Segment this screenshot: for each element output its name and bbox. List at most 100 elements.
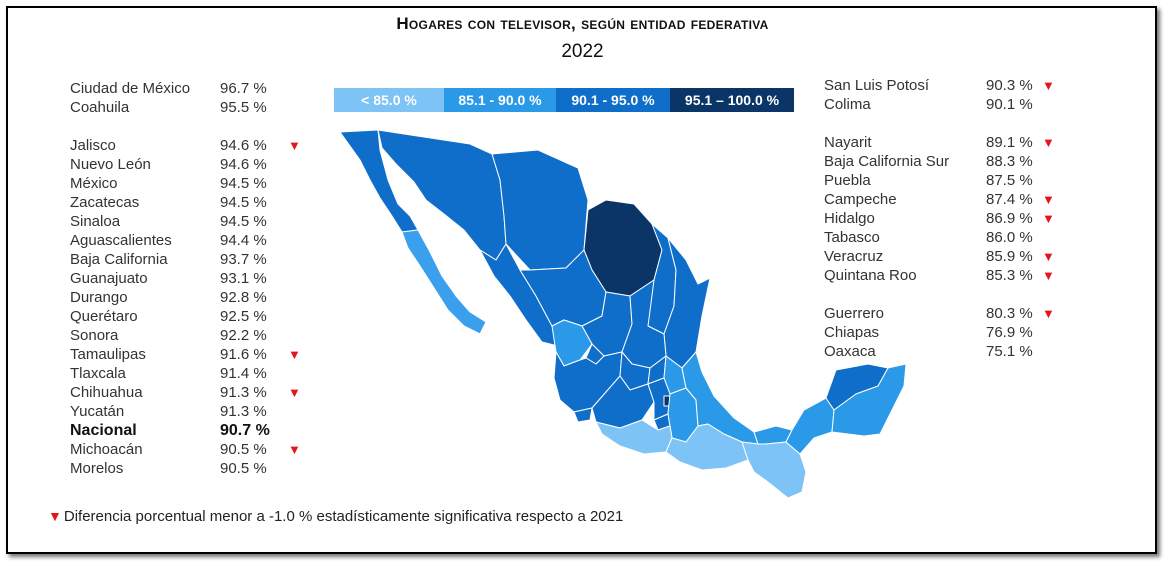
legend-item-85-90: 85.1 - 90.0 % bbox=[444, 88, 556, 112]
state-name: Nacional bbox=[70, 422, 137, 439]
state-name: Durango bbox=[70, 289, 128, 306]
state-row: Yucatán 91.3 % bbox=[70, 402, 310, 421]
group-spacer bbox=[70, 117, 310, 136]
state-value: 89.1 % bbox=[986, 134, 1033, 151]
state-name: Baja California Sur bbox=[824, 153, 950, 170]
state-row: Baja California 93.7 % bbox=[70, 250, 310, 269]
legend-item-lt85: < 85.0 % bbox=[334, 88, 444, 112]
state-value: 95.5 % bbox=[220, 99, 267, 116]
state-value: 94.5 % bbox=[220, 194, 267, 211]
state-value: 87.5 % bbox=[986, 172, 1033, 189]
state-value: 80.3 % bbox=[986, 305, 1033, 322]
state-quintana-roo bbox=[831, 363, 907, 437]
state-row: Morelos 90.5 % bbox=[70, 459, 310, 478]
state-value: 92.5 % bbox=[220, 308, 267, 325]
state-value: 85.3 % bbox=[986, 267, 1033, 284]
state-row: Jalisco 94.6 % ▼ bbox=[70, 136, 310, 155]
state-value: 91.3 % bbox=[220, 384, 267, 401]
state-name: Tlaxcala bbox=[70, 365, 126, 382]
state-value: 90.5 % bbox=[220, 460, 267, 477]
state-value: 87.4 % bbox=[986, 191, 1033, 208]
state-value: 90.7 % bbox=[220, 422, 270, 439]
state-name: Sonora bbox=[70, 327, 119, 344]
state-name: Quintana Roo bbox=[824, 267, 917, 284]
red-down-triangle-icon: ▼ bbox=[1042, 78, 1055, 93]
state-name: Tabasco bbox=[824, 229, 880, 246]
state-value: 94.6 % bbox=[220, 156, 267, 173]
state-row: Querétaro 92.5 % bbox=[70, 307, 310, 326]
red-down-triangle-icon: ▼ bbox=[48, 508, 62, 524]
footnote-text: Diferencia porcentual menor a -1.0 % est… bbox=[63, 508, 624, 525]
state-row: San Luis Potosí 90.3 % ▼ bbox=[824, 76, 1064, 95]
state-value: 94.5 % bbox=[220, 175, 267, 192]
red-down-triangle-icon: ▼ bbox=[1042, 268, 1055, 283]
state-value: 75.1 % bbox=[986, 343, 1033, 360]
state-baja-california-sur bbox=[401, 229, 487, 335]
state-row: Michoacán 90.5 % ▼ bbox=[70, 440, 310, 459]
state-value: 86.0 % bbox=[986, 229, 1033, 246]
red-down-triangle-icon: ▼ bbox=[1042, 135, 1055, 150]
right-state-list: San Luis Potosí 90.3 % ▼ Colima 90.1 % Nayari… bbox=[824, 76, 1064, 361]
state-name: Aguascalientes bbox=[70, 232, 172, 249]
state-row: Oaxaca 75.1 % bbox=[824, 342, 1064, 361]
state-row: Colima 90.1 % bbox=[824, 95, 1064, 114]
red-down-triangle-icon: ▼ bbox=[1042, 306, 1055, 321]
state-name: Veracruz bbox=[824, 248, 884, 265]
state-row: Coahuila 95.5 % bbox=[70, 98, 310, 117]
state-name: Guerrero bbox=[824, 305, 885, 322]
state-row: Sonora 92.2 % bbox=[70, 326, 310, 345]
state-row: Sinaloa 94.5 % bbox=[70, 212, 310, 231]
state-value: 94.5 % bbox=[220, 213, 267, 230]
national-row: Nacional 90.7 % bbox=[70, 421, 310, 440]
state-value: 86.9 % bbox=[986, 210, 1033, 227]
state-name: Jalisco bbox=[70, 137, 116, 154]
state-name: Tamaulipas bbox=[70, 346, 146, 363]
state-name: Baja California bbox=[70, 251, 168, 268]
state-row: Puebla 87.5 % bbox=[824, 171, 1064, 190]
state-name: Sinaloa bbox=[70, 213, 121, 230]
state-name: Campeche bbox=[824, 191, 897, 208]
state-row: Guerrero 80.3 % ▼ bbox=[824, 304, 1064, 323]
state-name: Colima bbox=[824, 96, 871, 113]
state-value: 91.3 % bbox=[220, 403, 267, 420]
state-row: Nayarit 89.1 % ▼ bbox=[824, 133, 1064, 152]
state-row: Chihuahua 91.3 % ▼ bbox=[70, 383, 310, 402]
state-name: Oaxaca bbox=[824, 343, 876, 360]
state-name: Coahuila bbox=[70, 99, 130, 116]
state-value: 94.4 % bbox=[220, 232, 267, 249]
legend: < 85.0 % 85.1 - 90.0 % 90.1 - 95.0 % 95.… bbox=[334, 88, 794, 112]
state-name: México bbox=[70, 175, 118, 192]
state-name: Guanajuato bbox=[70, 270, 148, 287]
state-name: Chiapas bbox=[824, 324, 880, 341]
red-down-triangle-icon: ▼ bbox=[288, 442, 301, 457]
state-colima bbox=[573, 407, 593, 423]
state-name: Puebla bbox=[824, 172, 871, 189]
state-value: 90.3 % bbox=[986, 77, 1033, 94]
state-value: 96.7 % bbox=[220, 80, 267, 97]
state-row: Baja California Sur 88.3 % bbox=[824, 152, 1064, 171]
state-name: Yucatán bbox=[70, 403, 125, 420]
state-value: 92.8 % bbox=[220, 289, 267, 306]
state-row: Chiapas 76.9 % bbox=[824, 323, 1064, 342]
state-row: Aguascalientes 94.4 % bbox=[70, 231, 310, 250]
state-row: Hidalgo 86.9 % ▼ bbox=[824, 209, 1064, 228]
state-value: 92.2 % bbox=[220, 327, 267, 344]
state-chiapas bbox=[741, 441, 807, 499]
state-row: Tabasco 86.0 % bbox=[824, 228, 1064, 247]
state-row: Ciudad de México 96.7 % bbox=[70, 79, 310, 98]
state-row: Nuevo León 94.6 % bbox=[70, 155, 310, 174]
left-state-list: Ciudad de México 96.7 % Coahuila 95.5 % Jali… bbox=[70, 79, 310, 478]
state-row: Zacatecas 94.5 % bbox=[70, 193, 310, 212]
red-down-triangle-icon: ▼ bbox=[1042, 249, 1055, 264]
state-name: Querétaro bbox=[70, 308, 138, 325]
footnote: ▼ Diferencia porcentual menor a -1.0 % es… bbox=[48, 508, 623, 525]
state-value: 93.1 % bbox=[220, 270, 267, 287]
legend-item-95-100: 95.1 – 100.0 % bbox=[670, 88, 794, 112]
state-campeche bbox=[785, 397, 835, 455]
chart-title: Hogares con televisor, según entidad fed… bbox=[396, 14, 769, 33]
state-row: Guanajuato 93.1 % bbox=[70, 269, 310, 288]
state-name: Nuevo León bbox=[70, 156, 151, 173]
state-name: Michoacán bbox=[70, 441, 143, 458]
state-name: Chihuahua bbox=[70, 384, 143, 401]
state-name: Hidalgo bbox=[824, 210, 875, 227]
